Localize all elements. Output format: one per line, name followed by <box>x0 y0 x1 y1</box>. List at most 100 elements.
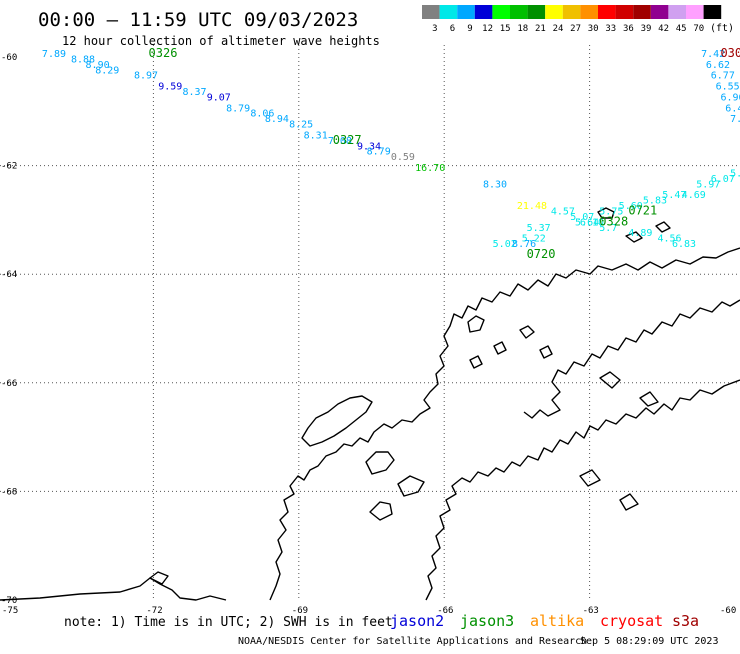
wave-height-value: 8.76 <box>512 239 536 250</box>
wave-height-value: 6.43 <box>725 103 740 114</box>
pass-time-label: 0721 <box>628 203 657 217</box>
colorbar-swatch <box>545 5 563 19</box>
wave-height-value: 0.59 <box>391 152 415 163</box>
satellite-name: jason3 <box>460 612 514 630</box>
wave-height-value: 8.88 <box>71 54 95 65</box>
colorbar-swatch <box>562 5 581 19</box>
wave-height-value: 4.57 <box>551 206 575 217</box>
latitude-tick-label: -70 <box>1 596 17 606</box>
colorbar-tick-label: 9 <box>467 24 472 34</box>
colorbar-tick-label: 39 <box>641 24 652 34</box>
footer-timestamp: Sep 5 08:29:09 UTC 2023 <box>580 636 718 647</box>
latitude-tick-label: -62 <box>1 162 17 172</box>
colorbar-tick-label: 3 <box>432 24 437 34</box>
wave-height-value: 8.94 <box>265 114 289 125</box>
wave-height-value: 4.56 <box>657 234 681 245</box>
colorbar-tick-label: 45 <box>676 24 687 34</box>
colorbar-swatch <box>422 5 440 19</box>
wave-height-value: 4.69 <box>682 190 706 201</box>
satellite-name: altika <box>530 612 584 630</box>
colorbar-tick-label: 42 <box>658 24 669 34</box>
latitude-tick-label: -68 <box>1 487 17 497</box>
wave-height-value: 9.34 <box>357 141 381 152</box>
wave-height-value: 6.77 <box>711 71 735 82</box>
wave-height-value: 8.79 <box>367 147 391 158</box>
colorbar-swatch <box>633 5 651 19</box>
colorbar-swatch <box>703 5 722 19</box>
satellite-name: cryosat <box>600 612 663 630</box>
wave-height-value: 8.31 <box>304 130 328 141</box>
colorbar-swatch <box>492 5 510 19</box>
wave-height-value: 5.7 <box>599 223 617 234</box>
wave-height-value: 6.10 <box>580 217 604 228</box>
colorbar-tick-label: 21 <box>535 24 546 34</box>
wave-height-value: 5.83 <box>643 196 667 207</box>
colorbar-swatch <box>686 5 704 19</box>
longitude-tick-label: -75 <box>2 606 18 616</box>
map-subtitle: 12 hour collection of altimeter wave hei… <box>62 34 380 48</box>
latitude-tick-label: -66 <box>1 379 17 389</box>
wave-height-value: 8.29 <box>95 65 119 76</box>
latitude-tick-label: -60 <box>1 53 17 63</box>
peninsula-mainland-coast <box>269 247 740 601</box>
axis-tick-labels: -60 -62 -64 -66 -68 -70-75 -72 -69 -66 -63 -60 <box>1 53 736 616</box>
adelaide-island <box>467 315 485 333</box>
wave-height-value: 5.64 <box>575 217 599 228</box>
colorbar-swatch <box>580 5 598 19</box>
colorbar-tick-label: 12 <box>482 24 493 34</box>
peninsula-east-coast <box>425 379 740 601</box>
wave-height-value: 5.02 <box>493 239 517 250</box>
colorbar-tick-label: 36 <box>623 24 634 34</box>
wave-height-value: 5.07 <box>570 212 594 223</box>
wave-height-value: 6.96 <box>720 92 740 103</box>
colorbar-tick-label: 30 <box>588 24 599 34</box>
pass-time-label: 0328 <box>599 214 628 228</box>
pass-time-label: 0327 <box>333 133 362 147</box>
longitude-tick-label: -60 <box>720 606 736 616</box>
wave-height-value: 5.97 <box>696 179 720 190</box>
wave-height-value: 8.79 <box>226 103 250 114</box>
map-title: 00:00 — 11:59 UTC 09/03/2023 <box>38 9 358 31</box>
wave-height-value: 9.07 <box>207 92 231 103</box>
colorbar-tick-label: 33 <box>605 24 616 34</box>
wave-height-value: 6.83 <box>672 239 696 250</box>
footer-note: note: 1) Time is in UTC; 2) SWH is in fe… <box>64 615 393 630</box>
longitude-tick-label: -66 <box>437 606 453 616</box>
alexander-island-coast <box>301 395 373 447</box>
wave-height-value: 6.55 <box>716 82 740 93</box>
wave-height-value: 5.60 <box>619 201 643 212</box>
pass-time-label: 0720 <box>527 247 556 261</box>
wave-height-value: 6.62 <box>706 60 730 71</box>
palmer-archipelago <box>469 325 553 369</box>
colorbar-swatch <box>668 5 686 19</box>
inner-coast-detail <box>523 299 740 419</box>
colorbar-swatch <box>527 5 546 19</box>
southern-islands <box>365 451 425 521</box>
wave-height-value: 6.07 <box>711 174 735 185</box>
colorbar-tick-label: 70 <box>693 24 704 34</box>
wave-height-value: 21.48 <box>517 201 547 212</box>
satellite-name: jason2 <box>390 612 444 630</box>
wave-height-value: 7.89 <box>42 49 66 60</box>
wave-height-value: 8.06 <box>250 109 274 120</box>
wave-height-value: 8.97 <box>134 71 158 82</box>
southwest-coast <box>0 577 227 601</box>
footer-credit: NOAA/NESDIS Center for Satellite Applica… <box>238 636 587 647</box>
wave-height-value: 8.30 <box>483 179 507 190</box>
colorbar-legend: 3 6 9 12 15 18 21 24 27 30 33 36 39 42 45 70 <box>422 5 722 34</box>
wave-height-value: 5.47 <box>662 190 686 201</box>
colorbar-tick-label: 27 <box>570 24 581 34</box>
satellite-name: s3a <box>672 612 699 630</box>
wave-height-value: 5.37 <box>527 223 551 234</box>
wave-height-value: 9.59 <box>158 82 182 93</box>
wave-height-value: 16.70 <box>415 163 445 174</box>
colorbar-swatch <box>615 5 634 19</box>
colorbar-swatch <box>457 5 475 19</box>
shetland-islands-1 <box>597 207 615 219</box>
latitude-tick-label: -64 <box>1 270 17 280</box>
wave-height-value: 7.08 <box>328 136 352 147</box>
wave-height-value: 7.7 <box>730 114 740 125</box>
lat-lon-grid <box>0 45 740 600</box>
colorbar-tick-label: 18 <box>517 24 528 34</box>
